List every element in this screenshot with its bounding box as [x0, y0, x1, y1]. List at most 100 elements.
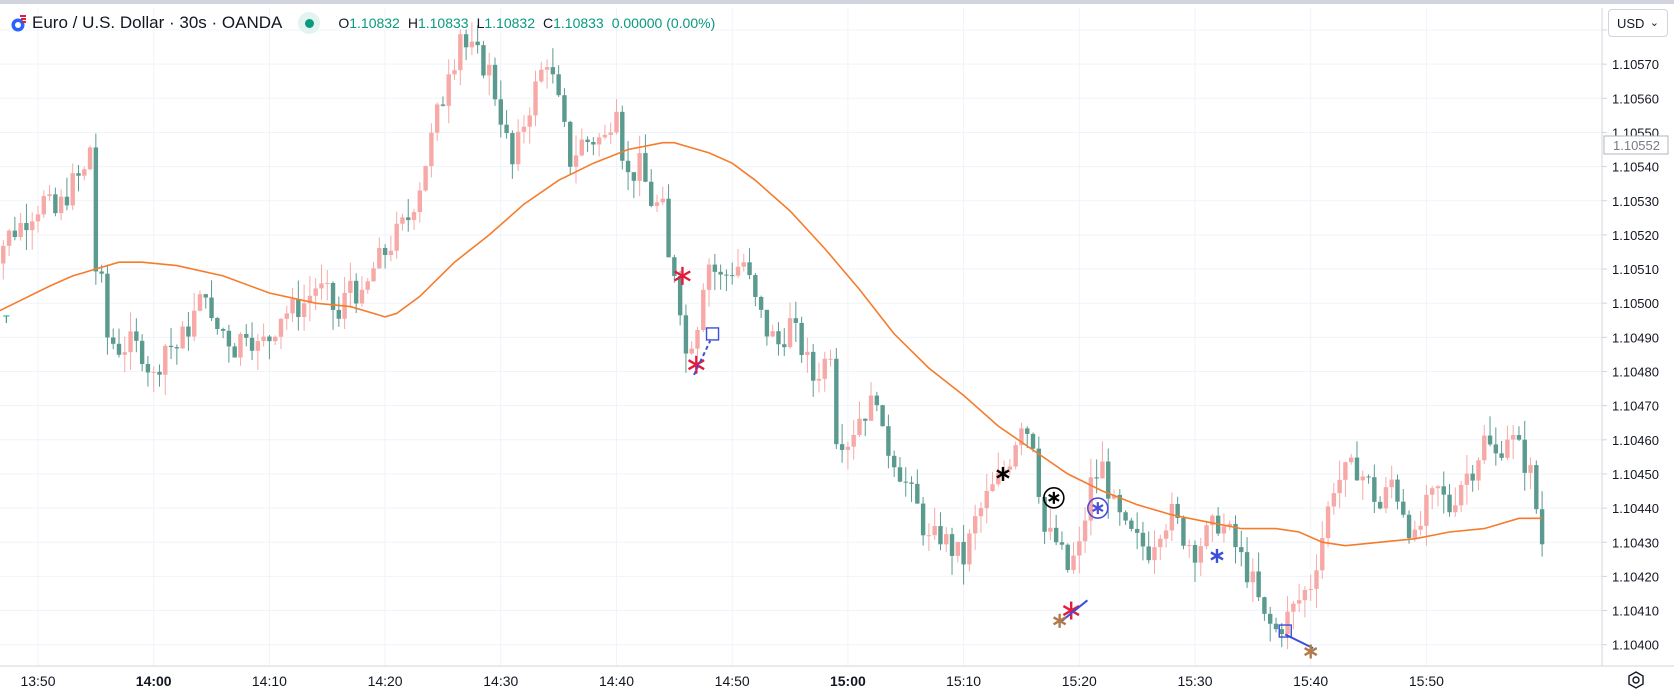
candle-body	[1487, 435, 1493, 445]
candle-body	[1, 245, 6, 264]
candle-body	[1482, 435, 1487, 461]
ma-line	[0, 141, 1543, 547]
candle-body	[1337, 479, 1342, 494]
candle-body	[886, 426, 891, 456]
symbol-title[interactable]: Euro / U.S. Dollar · 30s · OANDA	[32, 13, 283, 32]
candle-body	[353, 280, 359, 304]
candle-body	[487, 64, 492, 76]
candle-body	[498, 99, 503, 125]
star-marker-icon	[1062, 601, 1080, 620]
candle-body	[677, 276, 683, 316]
candle-body	[1198, 546, 1203, 563]
candle-body	[978, 508, 984, 517]
candle-body	[87, 147, 93, 170]
star-marker-icon	[996, 466, 1010, 481]
candle-body	[1100, 461, 1105, 479]
settings-icon[interactable]	[1624, 668, 1648, 692]
candle-body	[76, 173, 81, 176]
candle-body	[556, 74, 561, 96]
candle-body	[1239, 547, 1244, 553]
open-value: 1.10832	[349, 15, 400, 31]
candle-body	[191, 310, 197, 337]
candle-body	[955, 541, 961, 556]
candle-body	[215, 318, 220, 329]
price-label-text: 1.10552	[1613, 138, 1660, 153]
candle-body	[863, 418, 868, 421]
candle-body	[1088, 477, 1094, 521]
candle-body	[585, 139, 590, 143]
candle-body	[417, 190, 423, 213]
candle-body	[122, 352, 127, 355]
star-stroke	[1062, 605, 1080, 617]
candle-body	[1314, 570, 1319, 589]
x-tick-label: 15:10	[946, 673, 981, 689]
price-axis[interactable]: 1.105801.105701.105601.105501.105401.105…	[1602, 23, 1659, 653]
candle-body	[359, 289, 365, 304]
candle-body	[174, 347, 180, 349]
circled-star-icon	[1087, 497, 1109, 519]
y-tick-label: 1.10540	[1612, 160, 1659, 175]
candle-body	[1372, 477, 1377, 502]
candle-body	[1273, 623, 1279, 630]
candle-body	[1470, 473, 1475, 481]
candle-body	[226, 330, 232, 347]
y-tick-label: 1.10430	[1612, 535, 1659, 550]
candle-body	[475, 41, 480, 46]
candle-body	[1227, 523, 1232, 527]
candle-body	[197, 294, 203, 311]
candle-body	[53, 194, 58, 214]
y-tick-label: 1.10410	[1612, 604, 1659, 619]
candle-body	[1348, 457, 1354, 463]
x-tick-label: 15:20	[1062, 673, 1097, 689]
candle-body	[1134, 528, 1140, 533]
candle-body	[278, 318, 284, 337]
candle-body	[1048, 527, 1053, 532]
candle-body	[244, 333, 249, 338]
candle-body	[660, 198, 665, 203]
y-tick-label: 1.10490	[1612, 330, 1659, 345]
candle-body	[1499, 453, 1504, 458]
candle-body	[527, 115, 532, 127]
candles	[1, 22, 1545, 650]
market-status-icon[interactable]	[298, 12, 321, 34]
change-value: 0.00000 (0.00%)	[611, 15, 716, 31]
candle-body	[834, 358, 839, 445]
candle-body	[1036, 448, 1042, 497]
candle-body	[220, 328, 226, 331]
candle-body	[770, 331, 775, 337]
y-tick-label: 1.10420	[1612, 569, 1659, 584]
candle-body	[944, 534, 949, 545]
candle-body	[1412, 529, 1418, 539]
candle-body	[1262, 597, 1267, 614]
candle-body	[903, 481, 908, 483]
candle-body	[93, 147, 99, 272]
candle-body	[1493, 444, 1499, 454]
candle-body	[839, 444, 845, 450]
x-tick-label: 14:40	[599, 673, 634, 689]
candle-body	[805, 351, 810, 356]
top-border	[0, 0, 1674, 4]
star-stroke	[1048, 493, 1060, 502]
candle-body	[186, 326, 191, 337]
candle-body	[1302, 589, 1308, 601]
candle-body	[637, 153, 642, 181]
candle-body	[1221, 526, 1227, 534]
currency-select[interactable]: USD ⌄	[1608, 9, 1668, 37]
y-tick-label: 1.10500	[1612, 296, 1659, 311]
candle-body	[400, 217, 405, 224]
candle-body	[614, 111, 619, 133]
candle-body	[307, 295, 313, 304]
moving-average	[0, 141, 1543, 547]
candle-body	[1325, 506, 1331, 539]
candle-body	[932, 526, 937, 536]
y-tick-label: 1.10400	[1612, 638, 1659, 653]
candle-body	[272, 336, 278, 342]
candle-body	[348, 280, 353, 293]
candle-body	[458, 34, 463, 71]
candle-body	[1418, 525, 1423, 530]
star-stroke	[674, 270, 691, 282]
oanda-logo-icon	[11, 15, 26, 32]
star-marker-icon	[1052, 613, 1067, 628]
time-axis[interactable]: 13:50 14:00 14:10 14:20 14:30 14:40 14:50 15:00…	[20, 673, 1444, 689]
